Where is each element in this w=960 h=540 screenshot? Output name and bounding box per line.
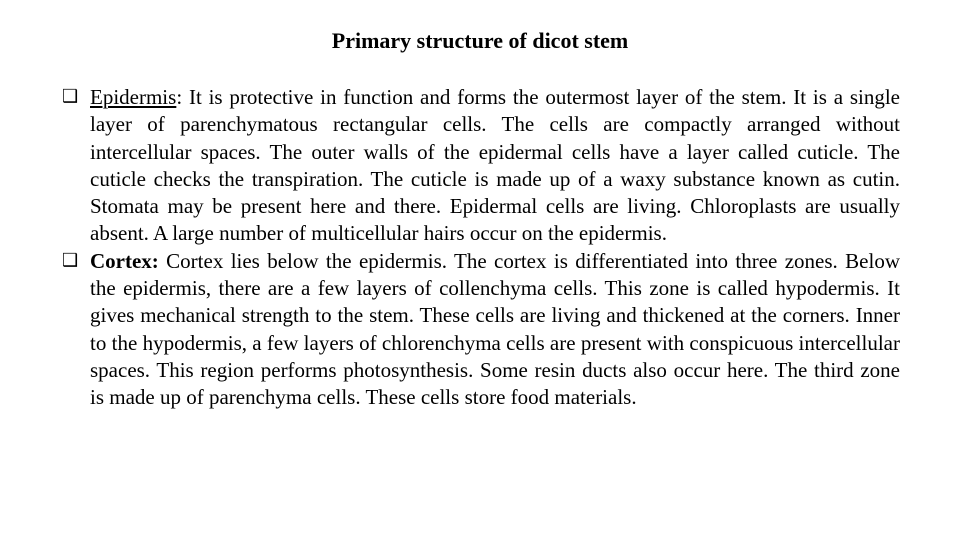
term-cortex: Cortex: — [90, 249, 159, 273]
list-item: Epidermis: It is protective in function … — [60, 84, 900, 248]
bullet-list: Epidermis: It is protective in function … — [60, 84, 900, 412]
slide-page: Primary structure of dicot stem Epidermi… — [0, 0, 960, 540]
list-item: Cortex: Cortex lies below the epidermis.… — [60, 248, 900, 412]
body-text: Cortex lies below the epidermis. The cor… — [90, 249, 900, 409]
page-title: Primary structure of dicot stem — [60, 28, 900, 54]
term-epidermis: Epidermis — [90, 85, 176, 109]
body-text: : It is protective in function and forms… — [90, 85, 900, 245]
